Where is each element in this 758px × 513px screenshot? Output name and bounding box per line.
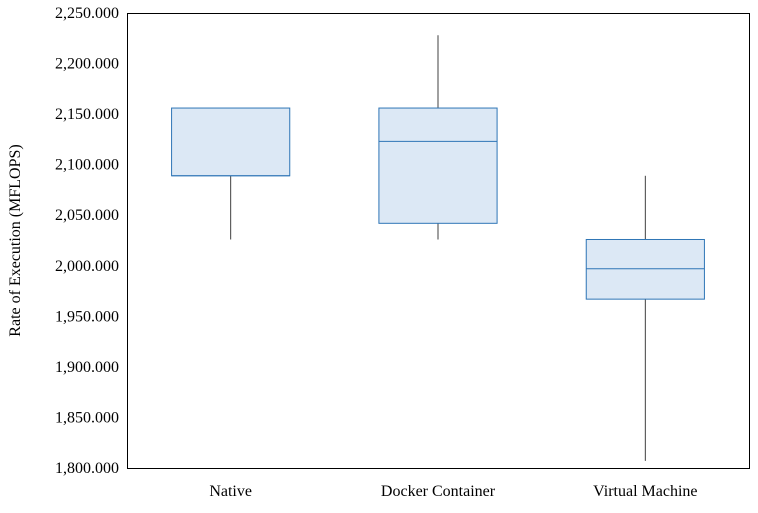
box-3 [585,175,705,461]
y-tick-label: 2,250.000 [55,5,119,22]
interquartile-box [378,107,498,224]
x-category-label: Docker Container [381,483,496,500]
y-tick-label: 2,050.000 [55,207,119,224]
x-category-label: Virtual Machine [593,483,697,500]
plot-area-frame [127,13,750,469]
box-1 [171,107,291,240]
y-tick-label: 1,900.000 [55,359,119,376]
y-tick-label: 2,200.000 [55,56,119,73]
y-tick-label: 1,800.000 [55,460,119,477]
y-axis-ticks: 1,800.000 1,850.000 1,900.000 1,950.000 2,00… [55,5,119,477]
y-tick-label: 1,950.000 [55,308,119,325]
y-tick-label: 2,150.000 [55,106,119,123]
interquartile-box [585,238,705,300]
y-tick-label: 2,000.000 [55,258,119,275]
y-tick-label: 2,100.000 [55,157,119,174]
y-tick-label: 1,850.000 [55,409,119,426]
box-2 [378,35,498,240]
y-axis-title: Rate of Execution (MFLOPS) [7,144,24,336]
interquartile-box [171,107,291,177]
x-axis-labels: Native Docker Container Virtual Machine [209,483,697,500]
x-category-label: Native [209,483,252,500]
plot-marks [171,35,705,461]
